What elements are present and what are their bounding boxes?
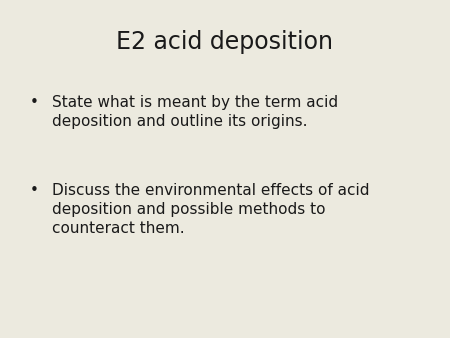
- Text: •: •: [29, 183, 38, 197]
- Text: E2 acid deposition: E2 acid deposition: [117, 30, 333, 54]
- Text: State what is meant by the term acid
deposition and outline its origins.: State what is meant by the term acid dep…: [52, 95, 338, 129]
- Text: •: •: [29, 95, 38, 110]
- Text: Discuss the environmental effects of acid
deposition and possible methods to
cou: Discuss the environmental effects of aci…: [52, 183, 369, 236]
